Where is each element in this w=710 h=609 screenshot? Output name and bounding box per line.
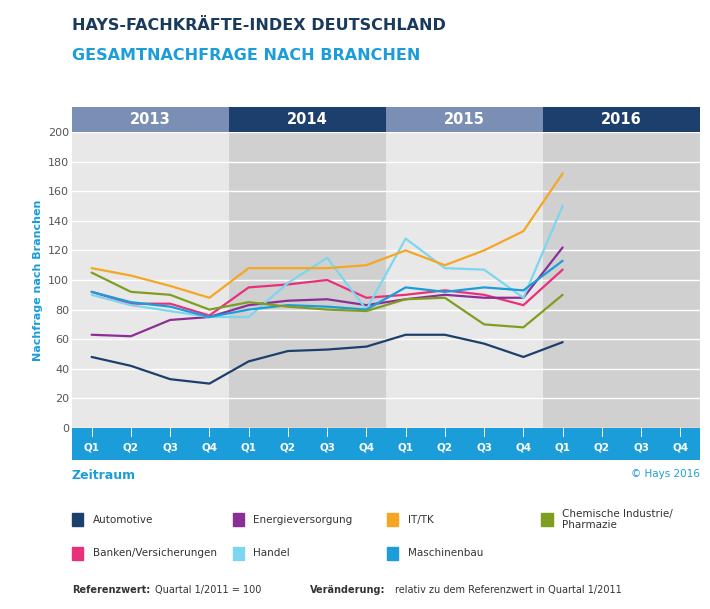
Text: Q4: Q4 <box>359 443 374 453</box>
Text: Q1: Q1 <box>241 443 256 453</box>
Text: Q2: Q2 <box>594 443 610 453</box>
Bar <box>386 132 543 428</box>
Text: Veränderung:: Veränderung: <box>310 585 386 595</box>
Text: Q1: Q1 <box>398 443 414 453</box>
Text: Chemische Industrie/
Pharmazie: Chemische Industrie/ Pharmazie <box>562 509 673 530</box>
Text: 2015: 2015 <box>444 112 485 127</box>
Text: relativ zu dem Referenzwert in Quartal 1/2011: relativ zu dem Referenzwert in Quartal 1… <box>395 585 622 595</box>
Text: IT/TK: IT/TK <box>408 515 434 524</box>
Bar <box>541 513 552 526</box>
Text: GESAMTNACHFRAGE NACH BRANCHEN: GESAMTNACHFRAGE NACH BRANCHEN <box>72 48 420 63</box>
Text: 2013: 2013 <box>130 112 171 127</box>
Text: Banken/Versicherungen: Banken/Versicherungen <box>93 548 217 558</box>
Bar <box>387 547 398 560</box>
Text: Q4: Q4 <box>672 443 689 453</box>
Text: Handel: Handel <box>253 548 290 558</box>
Bar <box>229 107 386 132</box>
Text: Q2: Q2 <box>123 443 139 453</box>
Bar <box>233 547 244 560</box>
Text: Q3: Q3 <box>476 443 492 453</box>
Text: Q3: Q3 <box>319 443 335 453</box>
Text: Q1: Q1 <box>555 443 571 453</box>
Text: Q2: Q2 <box>437 443 453 453</box>
Bar <box>72 132 229 428</box>
Text: Referenzwert:: Referenzwert: <box>72 585 151 595</box>
Text: 2016: 2016 <box>601 112 642 127</box>
Bar <box>72 107 229 132</box>
Text: Q4: Q4 <box>202 443 217 453</box>
Bar <box>233 513 244 526</box>
Bar <box>229 132 386 428</box>
Text: Q3: Q3 <box>633 443 649 453</box>
Text: Q2: Q2 <box>280 443 296 453</box>
Bar <box>387 513 398 526</box>
Text: Energieversorgung: Energieversorgung <box>253 515 353 524</box>
Y-axis label: Nachfrage nach Branchen: Nachfrage nach Branchen <box>33 199 43 361</box>
Text: Q3: Q3 <box>162 443 178 453</box>
Text: © Hays 2016: © Hays 2016 <box>631 469 700 479</box>
Text: 2014: 2014 <box>287 112 328 127</box>
Text: Quartal 1/2011 = 100: Quartal 1/2011 = 100 <box>155 585 261 595</box>
Bar <box>543 132 700 428</box>
Text: Q4: Q4 <box>515 443 532 453</box>
Bar <box>72 513 83 526</box>
Text: Automotive: Automotive <box>93 515 153 524</box>
Bar <box>543 107 700 132</box>
Text: Maschinenbau: Maschinenbau <box>408 548 484 558</box>
Text: HAYS-FACHKRÄFTE-INDEX DEUTSCHLAND: HAYS-FACHKRÄFTE-INDEX DEUTSCHLAND <box>72 18 446 33</box>
Text: Q1: Q1 <box>84 443 99 453</box>
Bar <box>72 547 83 560</box>
Text: Zeitraum: Zeitraum <box>72 469 136 482</box>
Bar <box>386 107 543 132</box>
